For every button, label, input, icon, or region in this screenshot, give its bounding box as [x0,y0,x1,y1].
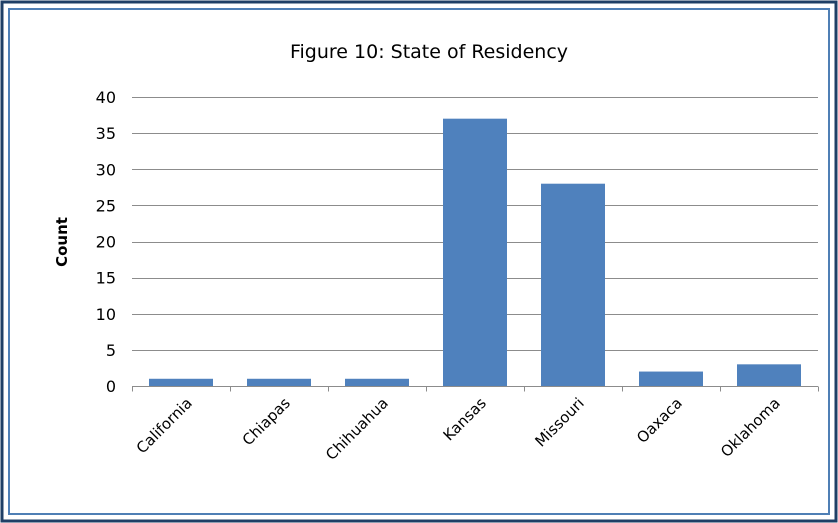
bar [247,378,311,386]
bar [639,371,703,386]
y-tick-label: 35 [96,124,116,143]
bar [149,378,213,386]
bars [149,118,801,387]
y-tick-label: 20 [96,233,116,252]
y-tick-label: 5 [106,341,116,360]
x-category-label: Chihuahua [322,394,392,464]
x-axis-category-labels: California Chiapas Chihuahua Kansas Missouri… [133,394,784,464]
y-axis-tick-labels: 0 5 10 15 20 25 30 35 40 [96,88,116,396]
chart-title: Figure 10: State of Residency [290,41,568,63]
y-tick-label: 40 [96,88,116,107]
bar [541,183,605,386]
frame-inner-border [8,8,830,515]
y-axis-title: Count [53,217,71,267]
x-category-label: Missouri [531,394,587,450]
bar [443,118,507,387]
x-category-label: Oklahoma [717,394,784,461]
x-category-label: California [133,394,196,457]
y-tick-label: 25 [96,196,116,215]
y-tick-label: 0 [106,377,116,396]
y-tick-label: 10 [96,305,116,324]
x-category-label: Chiapas [239,394,294,449]
y-tick-label: 15 [96,269,116,288]
x-category-label: Kansas [440,394,490,444]
bar [345,378,409,386]
bar [737,364,801,386]
x-axis [132,386,819,392]
y-tick-label: 30 [96,160,116,179]
x-category-label: Oaxaca [633,394,686,447]
